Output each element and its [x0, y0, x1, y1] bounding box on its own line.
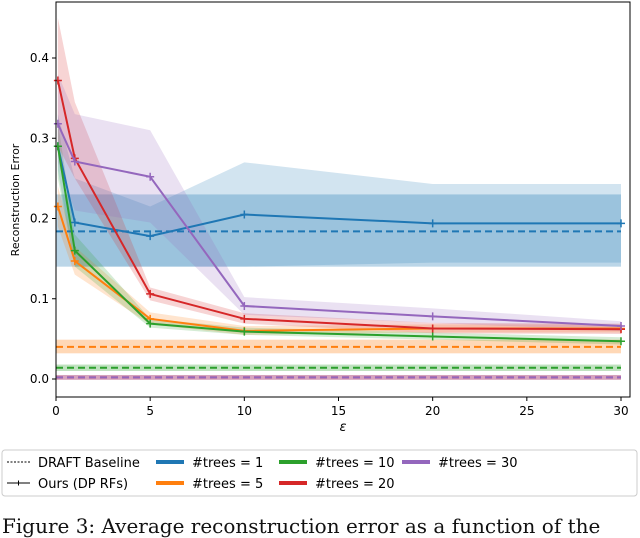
ours-band-trees-30 [57, 74, 621, 331]
point-trees-30-eps-5 [146, 172, 155, 181]
x-axis-label: ε [339, 420, 346, 435]
point-trees-20-eps-5 [146, 289, 155, 298]
x-tick-label: 10 [237, 404, 252, 418]
legend: DRAFT Baseline Ours (DP RFs) #trees = 1 #tr… [1, 449, 638, 497]
legend-swatch-icon [279, 460, 307, 464]
legend-swatch-icon [156, 460, 184, 464]
legend-label: #trees = 5 [192, 477, 263, 492]
y-tick-label: 0.3 [30, 131, 49, 145]
point-trees-30-eps-20 [428, 312, 437, 321]
legend-label: #trees = 20 [315, 477, 395, 492]
reconstruction-error-chart: 0 5 10 15 20 25 30 0.0 0.1 0.2 0.3 0.4 ε Reconstru… [1, 1, 638, 497]
point-trees-20-eps-20 [428, 324, 437, 333]
series-lines [53, 76, 625, 379]
legend-swatch-icon [402, 460, 430, 464]
legend-label: Ours (DP RFs) [38, 477, 128, 492]
ours-line-trees-10 [56, 146, 622, 343]
baseline-band-trees-10 [56, 364, 621, 371]
point-trees-1-eps-30 [617, 219, 625, 228]
point-trees-1-eps-5 [146, 232, 155, 241]
legend-swatch-icon [279, 481, 307, 485]
point-trees-5-eps-0.1 [53, 202, 62, 211]
y-tick-label: 0.4 [30, 51, 49, 65]
y-tick-label: 0.0 [30, 372, 49, 386]
x-axis: 0 5 10 15 20 25 30 [52, 397, 629, 418]
point-trees-10-eps-30 [617, 337, 625, 346]
point-trees-20-eps-0.1 [53, 76, 62, 85]
legend-label: #trees = 10 [315, 456, 395, 471]
y-tick-label: 0.2 [30, 212, 49, 226]
point-trees-10-eps-10 [240, 327, 249, 336]
point-trees-30-eps-1 [70, 157, 79, 166]
y-axis: 0.0 0.1 0.2 0.3 0.4 [30, 51, 56, 386]
point-trees-5-eps-1 [70, 257, 79, 266]
x-tick-label: 20 [425, 404, 440, 418]
ours-band-trees-1 [57, 114, 621, 267]
legend-swatch-icon [156, 481, 184, 485]
y-tick-label: 0.1 [30, 292, 49, 306]
plot-frame [55, 1, 631, 398]
point-trees-30-eps-30 [617, 322, 625, 331]
point-trees-30-eps-0.1 [53, 119, 62, 128]
x-tick-label: 5 [146, 404, 154, 418]
point-trees-1-eps-1 [70, 218, 79, 227]
x-tick-label: 0 [52, 404, 60, 418]
legend-label: #trees = 1 [192, 456, 263, 471]
ours-line-trees-1 [56, 146, 621, 238]
baseline-band-trees-20 [56, 374, 621, 380]
y-axis-label: Reconstruction Error [9, 143, 22, 256]
point-trees-20-eps-10 [240, 314, 249, 323]
baseline-band-trees-30 [56, 374, 621, 380]
legend-label: #trees = 30 [438, 456, 518, 471]
legend-label: DRAFT Baseline [38, 456, 140, 471]
ours-line-trees-20 [56, 80, 622, 331]
confidence-bands [56, 17, 621, 380]
point-trees-10-eps-20 [428, 332, 437, 341]
point-trees-10-eps-0.1 [53, 142, 62, 151]
x-tick-label: 25 [519, 404, 534, 418]
figure-caption: Figure 3: Average reconstruction error a… [2, 514, 601, 538]
point-trees-10-eps-5 [146, 319, 155, 328]
point-trees-1-eps-10 [240, 210, 249, 219]
ours-line-trees-30 [56, 123, 622, 328]
x-tick-label: 30 [613, 404, 628, 418]
point-trees-10-eps-1 [70, 246, 79, 255]
point-trees-30-eps-10 [240, 301, 249, 310]
x-tick-label: 15 [331, 404, 346, 418]
baseline-band-trees-5 [56, 339, 621, 354]
point-trees-1-eps-20 [428, 219, 437, 228]
